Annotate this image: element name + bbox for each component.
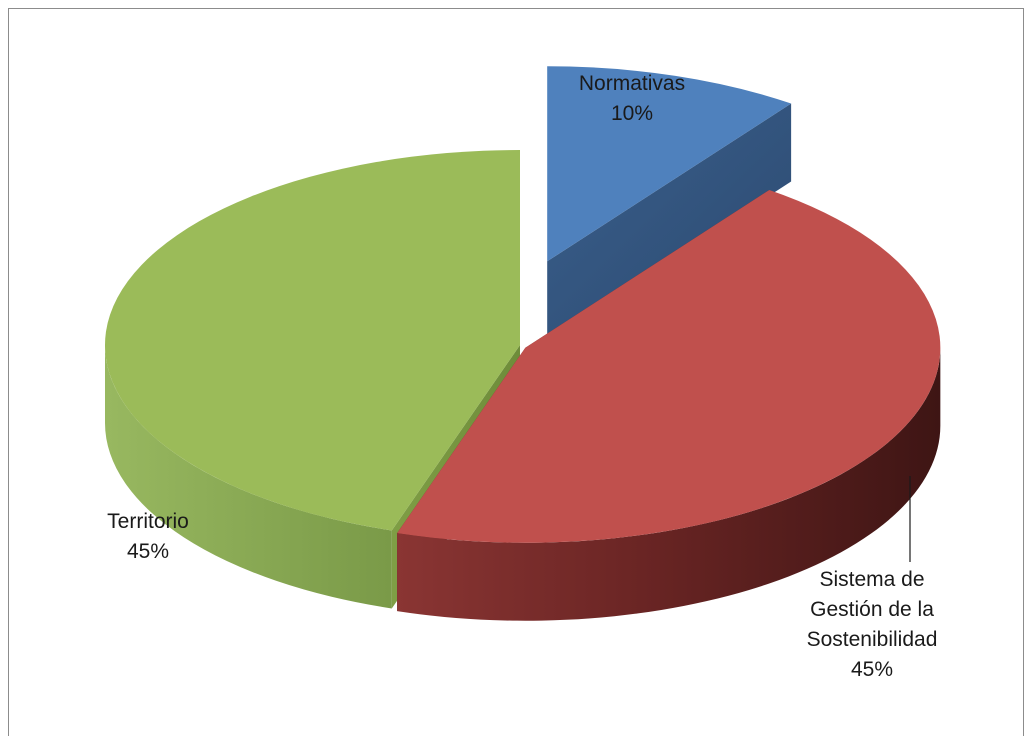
- data-label-territorio-value: 45%: [127, 540, 169, 563]
- pie-slice-normativas: [547, 66, 792, 340]
- pie-slice-normativas-top: [547, 66, 792, 262]
- data-label-sistema-de-gestion-de-la-sostenibilidad-value: 45%: [851, 658, 893, 681]
- data-label-territorio-line: Territorio: [107, 510, 189, 533]
- pie-slice-sistema-de-gestion-de-la-sostenibilidad-side: [397, 347, 941, 621]
- data-label-sistema-de-gestion-de-la-sostenibilidad-line: Gestión de la: [810, 598, 934, 621]
- data-label-sistema-de-gestion-de-la-sostenibilidad-line: Sistema de: [819, 568, 924, 591]
- data-label-normativas-line: Normativas: [579, 72, 685, 95]
- data-label-sistema-de-gestion-de-la-sostenibilidad: Sistema de Gestión de la Sostenibilidad 45%: [807, 568, 938, 681]
- pie-slice-territorio-top: [105, 150, 521, 531]
- pie-slice-territorio-side: [105, 345, 392, 609]
- data-label-sistema-de-gestion-de-la-sostenibilidad-line: Sostenibilidad: [807, 628, 938, 651]
- data-label-territorio: Territorio 45%: [107, 510, 189, 563]
- data-label-normativas-value: 10%: [611, 102, 653, 125]
- pie-slice-sistema-de-gestion-de-la-sostenibilidad: [397, 189, 941, 621]
- pie-slice-normativas-face-1: [547, 103, 792, 340]
- data-label-normativas: Normativas 10%: [579, 72, 685, 125]
- pie-slice-sistema-de-gestion-de-la-sostenibilidad-top: [397, 189, 941, 543]
